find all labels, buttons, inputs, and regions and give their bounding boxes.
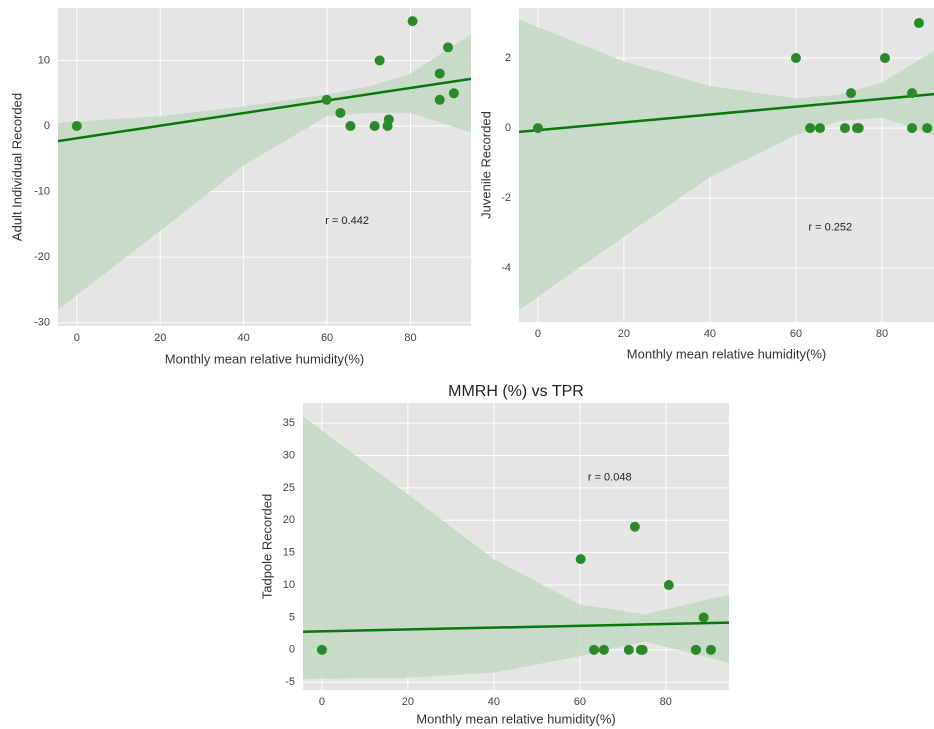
- x-tick-label: 20: [618, 328, 630, 340]
- data-point: [321, 94, 332, 105]
- y-tick-label: 10: [283, 579, 295, 591]
- data-point: [629, 521, 640, 532]
- y-tick-label: 15: [283, 547, 295, 559]
- panel: 0 20 40 60 80 -5 0 5 10 15 20 25 30 35 r = 0.048 Monthl…: [259, 383, 729, 726]
- data-point: [805, 123, 816, 134]
- y-tick-label: -5: [285, 676, 295, 688]
- data-point: [532, 123, 543, 134]
- data-point: [443, 42, 454, 53]
- data-point: [922, 123, 933, 134]
- data-point: [907, 123, 918, 134]
- x-tick-label: 80: [660, 696, 672, 708]
- x-tick-label: 40: [238, 332, 250, 344]
- chart-title: MMRH (%) vs TPR: [448, 383, 584, 400]
- annotation: r = 0.252: [808, 222, 852, 234]
- y-tick-label: 35: [283, 417, 295, 429]
- data-point: [853, 123, 864, 134]
- y-tick-label: 2: [505, 52, 511, 64]
- plot-area: [519, 18, 934, 311]
- data-point: [623, 644, 634, 655]
- regression-line: [519, 92, 934, 134]
- y-tick-label: 10: [38, 54, 50, 66]
- regression-line: [303, 621, 729, 633]
- y-tick-label: -2: [501, 192, 511, 204]
- data-point: [316, 644, 327, 655]
- data-point: [335, 107, 346, 118]
- y-tick-label: -30: [34, 317, 50, 329]
- confidence-band: [519, 19, 934, 311]
- annotation: r = 0.442: [325, 215, 369, 227]
- data-point: [575, 554, 586, 565]
- y-tick-label: 0: [289, 644, 295, 656]
- data-point: [434, 94, 445, 105]
- y-tick-label: -10: [34, 185, 50, 197]
- data-point: [907, 88, 918, 99]
- x-tick-label: 20: [154, 332, 166, 344]
- data-point: [846, 88, 856, 99]
- y-tick-label: -4: [501, 262, 511, 274]
- x-tick-label: 60: [321, 332, 333, 344]
- data-point: [637, 644, 648, 655]
- confidence-band: [58, 34, 471, 310]
- y-tick-label: 20: [283, 514, 295, 526]
- x-tick-label: 40: [704, 328, 716, 340]
- x-axis-label: Monthly mean relative humidity(%): [416, 711, 615, 726]
- x-axis-label: Monthly mean relative humidity(%): [627, 346, 826, 361]
- y-tick-label: -20: [34, 251, 50, 263]
- x-tick-label: 0: [535, 328, 541, 340]
- data-point: [448, 88, 459, 99]
- x-tick-label: 0: [74, 332, 80, 344]
- y-axis-label: Juvenile Recorded: [478, 111, 493, 219]
- y-tick-label: 25: [283, 482, 295, 494]
- data-point: [71, 121, 82, 132]
- x-tick-label: 20: [402, 696, 414, 708]
- regression-line: [58, 77, 471, 143]
- y-tick-label: 0: [505, 122, 511, 134]
- y-tick-label: 5: [289, 611, 295, 623]
- data-point: [383, 114, 394, 125]
- x-axis-label: Monthly mean relative humidity(%): [165, 351, 364, 366]
- data-point: [663, 580, 674, 591]
- data-point: [598, 644, 609, 655]
- data-point: [407, 16, 418, 27]
- data-point: [705, 644, 716, 655]
- x-tick-label: 40: [488, 696, 500, 708]
- data-point: [790, 53, 801, 64]
- annotation: r = 0.048: [588, 472, 632, 484]
- y-axis-label: Adult Individual Recorded: [9, 93, 24, 241]
- data-point: [913, 18, 924, 29]
- x-tick-label: 80: [404, 332, 416, 344]
- panel: 0 20 40 60 80 -30 -20 -10 0 10 r = 0.442 Monthly me…: [9, 8, 471, 366]
- y-tick-label: 0: [44, 120, 50, 132]
- panel: 0 20 40 60 80 -4 -2 0 2 r = 0.252 Monthly mean rel…: [478, 8, 934, 361]
- x-tick-label: 80: [876, 328, 888, 340]
- y-axis-label: Tadpole Recorded: [259, 494, 274, 600]
- x-tick-label: 60: [790, 328, 802, 340]
- x-tick-label: 60: [574, 696, 586, 708]
- data-point: [369, 121, 380, 132]
- y-tick-label: 30: [283, 449, 295, 461]
- data-point: [690, 644, 701, 655]
- data-point: [434, 68, 445, 79]
- data-point: [698, 612, 709, 623]
- x-tick-label: 0: [319, 696, 325, 708]
- data-point: [374, 55, 385, 66]
- data-point: [815, 123, 826, 134]
- data-point: [589, 644, 600, 655]
- data-point: [879, 53, 890, 64]
- plot-area: [58, 16, 471, 310]
- confidence-band: [303, 416, 729, 679]
- data-point: [839, 123, 850, 134]
- plot-area: [303, 416, 729, 679]
- data-point: [345, 121, 356, 132]
